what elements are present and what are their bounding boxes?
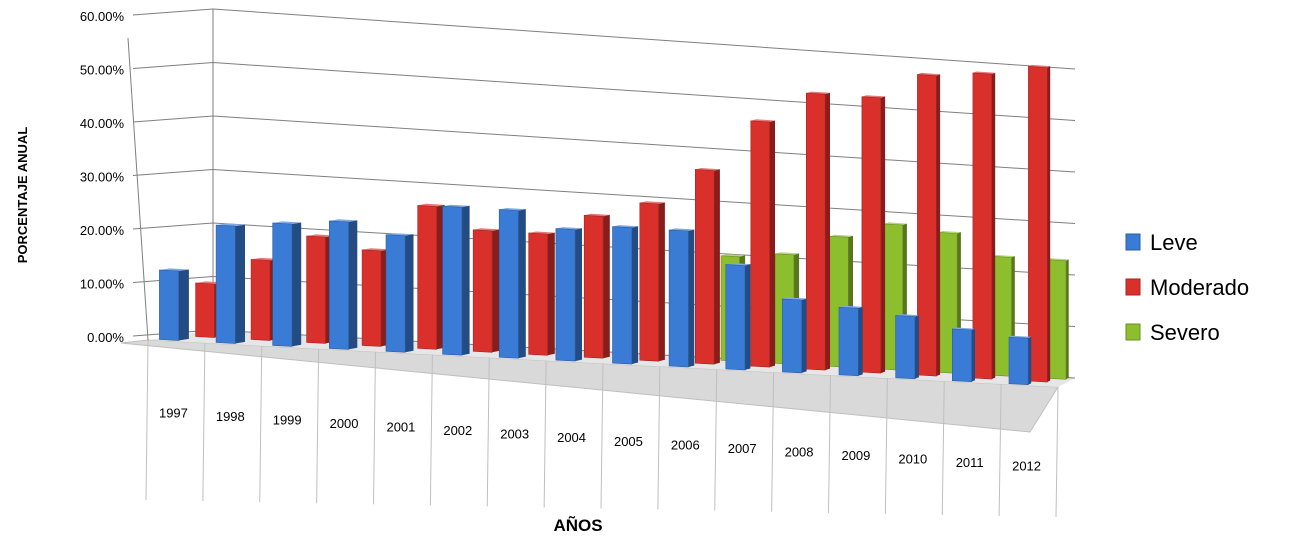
bar-leve-2009 — [838, 305, 863, 377]
bar-leve-2004 — [555, 227, 582, 362]
bar-leve-2005 — [612, 225, 639, 365]
x-axis-categories: 1997 1998 1999 2000 2001 2002 2003 2004 2005 2006… — [145, 339, 1059, 518]
bar-leve-2002 — [442, 204, 470, 356]
x-axis-title: AÑOS — [553, 515, 602, 535]
bar-severo-2012 — [1047, 258, 1069, 380]
category-separator — [941, 381, 945, 515]
y-axis-ticks: 0.00% 10.00% 20.00% 30.00% 40.00% 50.00% 60.00… — [80, 9, 125, 345]
x-tick-label: 1999 — [273, 413, 302, 428]
category-separator — [259, 345, 263, 503]
category-separator — [1055, 386, 1059, 518]
bar-moderado-2008 — [805, 91, 830, 371]
bar-leve-1999 — [272, 221, 302, 347]
x-tick-label: 2005 — [614, 434, 643, 449]
category-separator — [884, 378, 888, 514]
legend-swatch — [1125, 323, 1141, 341]
x-tick-label: 2006 — [671, 437, 700, 452]
x-tick-label: 2011 — [956, 455, 984, 470]
legend-label: Severo — [1150, 320, 1220, 345]
category-separator — [429, 354, 433, 506]
x-tick-label: 2004 — [557, 430, 586, 445]
category-separator — [202, 342, 206, 502]
bar-moderado-2001 — [417, 203, 445, 350]
category-separator — [316, 348, 320, 504]
category-separator — [145, 339, 149, 501]
x-tick-label: 2012 — [1012, 459, 1041, 474]
bar-moderado-2000 — [361, 248, 390, 347]
x-tick-label: 2010 — [898, 451, 927, 466]
legend-label: Moderado — [1150, 275, 1249, 300]
category-separator — [998, 384, 1002, 516]
category-separator — [543, 360, 547, 508]
bar-leve-2007 — [725, 263, 751, 371]
y-axis-title: PORCENTAJE ANUAL — [15, 127, 30, 264]
bars — [159, 64, 1069, 386]
category-separator — [373, 351, 376, 505]
bar-leve-2003 — [498, 208, 526, 359]
bar-leve-2010 — [895, 314, 919, 380]
bar-moderado-2007 — [750, 119, 775, 368]
bar-moderado-2003 — [528, 231, 555, 356]
y-tick-label: 20.00% — [80, 223, 125, 238]
bar-leve-2001 — [385, 233, 414, 353]
bar-leve-2011 — [951, 327, 975, 383]
legend: Leve Moderado Severo — [1125, 230, 1249, 345]
legend-label: Leve — [1150, 230, 1198, 255]
y-tick-label: 60.00% — [80, 9, 125, 24]
bar-moderado-2004 — [583, 213, 610, 359]
y-tick-label: 30.00% — [80, 170, 125, 185]
bar-leve-1997 — [159, 268, 189, 341]
legend-swatch — [1125, 278, 1141, 296]
bar-leve-2012 — [1008, 335, 1032, 386]
bar-moderado-2012 — [1028, 64, 1051, 383]
bar-moderado-2010 — [917, 72, 941, 377]
bar-leve-2008 — [782, 297, 807, 374]
bar-moderado-2009 — [861, 95, 886, 374]
y-tick-label: 40.00% — [80, 116, 125, 131]
gridline — [132, 8, 1076, 70]
x-tick-label: 2003 — [500, 427, 529, 442]
category-separator — [600, 363, 604, 509]
x-tick-label: 2002 — [443, 423, 472, 438]
category-separator — [771, 372, 775, 512]
bar-leve-2006 — [668, 228, 695, 368]
x-tick-label: 2009 — [841, 448, 870, 463]
x-tick-label: 2007 — [728, 441, 757, 456]
floor — [120, 339, 1059, 433]
x-tick-label: 2001 — [386, 420, 415, 435]
legend-swatch — [1125, 233, 1141, 251]
category-separator — [486, 357, 490, 507]
bar-moderado-2005 — [639, 201, 665, 362]
y-tick-label: 0.00% — [87, 330, 124, 345]
category-separator — [657, 366, 661, 510]
x-tick-label: 1998 — [216, 409, 245, 424]
x-tick-label: 2008 — [785, 444, 814, 459]
bar-leve-2000 — [328, 219, 358, 350]
x-tick-label: 1997 — [159, 405, 188, 420]
x-tick-label: 2000 — [330, 416, 359, 431]
bar-leve-1998 — [215, 223, 245, 344]
bar-moderado-2011 — [972, 71, 996, 380]
y-tick-label: 10.00% — [80, 277, 125, 292]
bar-moderado-2002 — [472, 228, 500, 353]
category-separator — [714, 369, 718, 511]
y-tick-label: 50.00% — [80, 63, 125, 78]
category-separator — [828, 375, 831, 513]
side-wall-edge — [127, 37, 149, 341]
bar-moderado-2006 — [694, 168, 720, 365]
